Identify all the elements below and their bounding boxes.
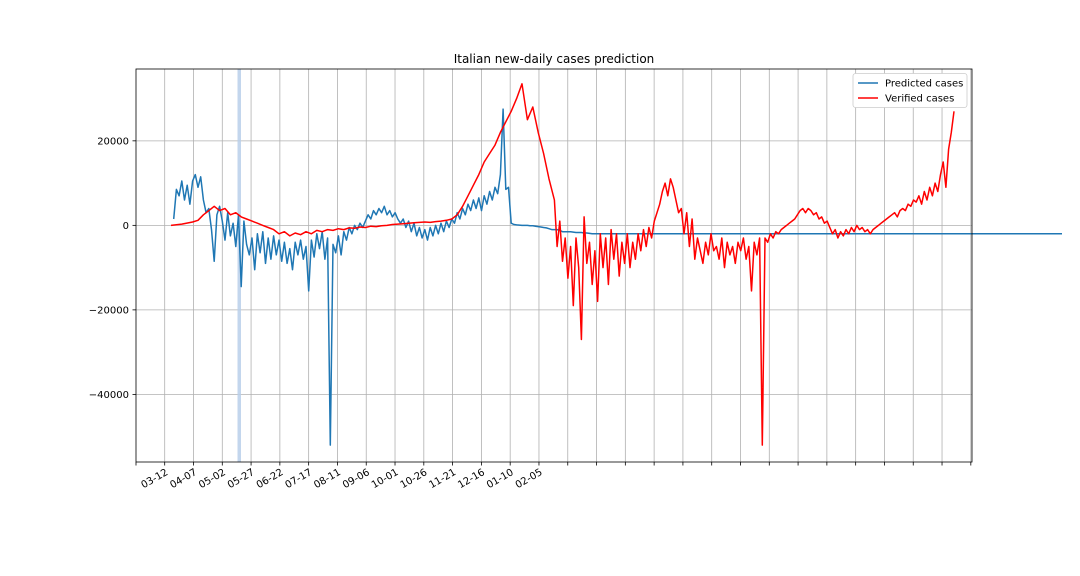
y-tick-label: 20000 bbox=[97, 136, 129, 147]
series-line-verified bbox=[170, 83, 955, 446]
y-axis: −40000 −20000 0 20000 bbox=[89, 136, 136, 401]
chart-title: Italian new-daily cases prediction bbox=[454, 52, 655, 66]
highlight-band bbox=[237, 69, 241, 462]
y-tick-label: −20000 bbox=[89, 305, 129, 316]
series-line-predicted bbox=[172, 108, 1062, 446]
plot-frame bbox=[135, 68, 973, 463]
legend-label-verified: Verified cases bbox=[885, 94, 954, 105]
legend: Predicted cases Verified cases bbox=[852, 73, 968, 108]
series-layer bbox=[170, 83, 1062, 446]
legend-label-predicted: Predicted cases bbox=[885, 79, 963, 90]
legend-frame bbox=[852, 73, 968, 108]
y-tick-label: 0 bbox=[123, 221, 129, 232]
y-tick-label: −40000 bbox=[89, 390, 129, 401]
